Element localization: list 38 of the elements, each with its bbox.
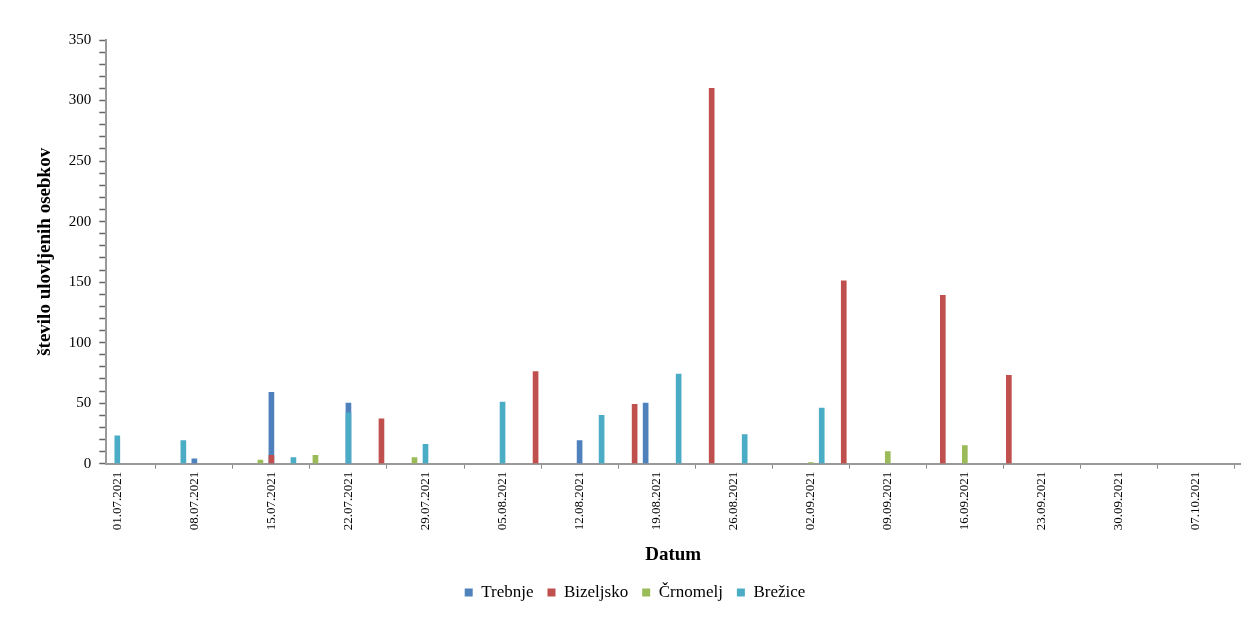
x-tick-label: 16.09.2021 (956, 471, 972, 531)
bar (818, 407, 825, 464)
y-tick-label: 150 (68, 273, 92, 290)
y-axis-title: število ulovljenih osebkov (33, 147, 55, 356)
x-tick-label: 07.10.2021 (1187, 471, 1203, 531)
y-tick-label: 200 (68, 212, 92, 229)
legend-label: Črnomelj (658, 581, 723, 601)
legend-label: Trebnje (481, 581, 534, 601)
y-tick-label: 100 (68, 333, 92, 350)
x-tick-label: 09.09.2021 (879, 471, 895, 531)
x-axis-title: Datum (645, 542, 702, 564)
x-tick-label: 05.08.2021 (493, 471, 509, 531)
x-tick-label: 26.08.2021 (725, 471, 741, 531)
y-tick-label: 0 (83, 454, 92, 471)
y-tick-label: 350 (68, 30, 92, 47)
y-tick-label: 300 (68, 91, 92, 108)
y-tick-label: 250 (68, 151, 92, 168)
x-tick-label: 29.07.2021 (416, 471, 432, 531)
bar (962, 445, 968, 464)
x-tick-label: 22.07.2021 (339, 471, 355, 531)
bar (741, 434, 748, 464)
x-tick-label: 02.09.2021 (802, 471, 818, 531)
legend-label: Brežice (753, 581, 806, 601)
bar (708, 88, 715, 464)
x-tick-label: 23.09.2021 (1033, 471, 1049, 531)
bar (1006, 375, 1012, 464)
legend-label: Bizeljsko (563, 581, 629, 601)
bar (840, 280, 847, 464)
x-tick-label: 08.07.2021 (185, 471, 201, 531)
x-tick-label: 30.09.2021 (1110, 471, 1126, 531)
x-tick-label: 12.08.2021 (571, 471, 587, 531)
y-tick-label: 50 (76, 394, 92, 411)
bar (939, 295, 946, 464)
bar (114, 435, 121, 464)
x-tick-label: 01.07.2021 (108, 471, 124, 531)
x-tick-label: 15.07.2021 (262, 471, 278, 531)
bar (884, 451, 891, 464)
x-tick-label: 19.08.2021 (648, 471, 664, 531)
